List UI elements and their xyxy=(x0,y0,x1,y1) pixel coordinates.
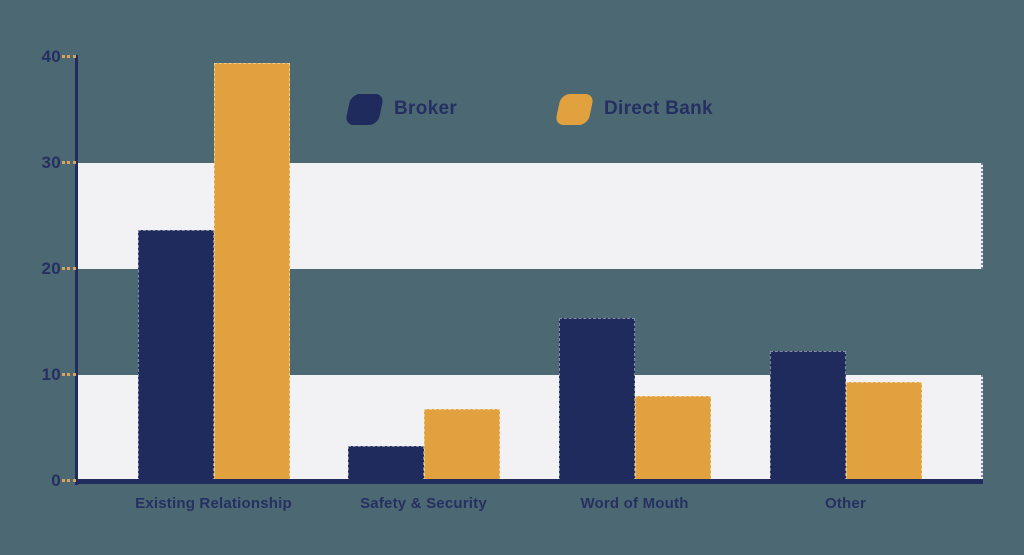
legend-swatch-broker xyxy=(344,93,385,125)
x-category-label-existing-relationship: Existing Relationship xyxy=(135,495,292,512)
bar-broker-safety-security xyxy=(347,446,424,481)
y-tick-dash-20 xyxy=(62,267,76,270)
bar-direct-bank-existing-relationship xyxy=(213,63,290,481)
y-axis-line xyxy=(75,55,78,485)
y-tick-label-40: 40 xyxy=(41,47,61,66)
y-tick-dash-0 xyxy=(62,479,76,482)
y-tick-label-30: 30 xyxy=(41,153,61,172)
x-category-label-other: Other xyxy=(824,495,866,512)
legend-item-broker: Broker xyxy=(344,92,458,126)
y-tick-dash-30 xyxy=(62,161,76,164)
x-category-label-safety-security: Safety & Security xyxy=(360,495,487,512)
x-category-label-word-of-mouth: Word of Mouth xyxy=(580,495,689,512)
y-tick-dash-40 xyxy=(62,55,76,58)
bar-direct-bank-safety-security xyxy=(423,408,500,481)
bar-broker-word-of-mouth xyxy=(558,317,635,481)
bar-broker-other xyxy=(769,350,846,481)
y-tick-label-0: 0 xyxy=(51,471,61,490)
legend-label-broker: Broker xyxy=(394,98,458,119)
y-tick-dash-10 xyxy=(62,373,76,376)
legend-label-direct-bank: Direct Bank xyxy=(604,98,713,119)
bar-direct-bank-other xyxy=(845,382,922,481)
y-tick-label-10: 10 xyxy=(41,365,61,384)
bar-direct-bank-word-of-mouth xyxy=(634,396,711,481)
legend-swatch-direct-bank xyxy=(554,93,595,125)
bar-broker-existing-relationship xyxy=(137,229,214,481)
x-axis-baseline xyxy=(75,479,983,484)
y-tick-label-20: 20 xyxy=(41,259,61,278)
legend-item-direct-bank: Direct Bank xyxy=(554,92,713,126)
